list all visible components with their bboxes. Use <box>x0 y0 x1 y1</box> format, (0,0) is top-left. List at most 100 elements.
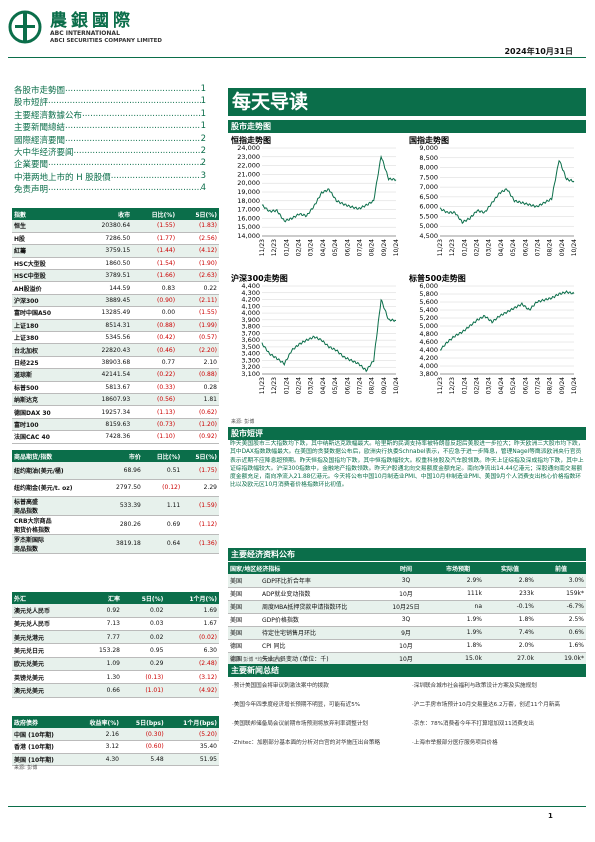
toc-item-page: 1 <box>200 84 206 94</box>
toc-item[interactable]: 大中华经济要闻.................................… <box>14 146 206 158</box>
y-tick-label: 16,000 <box>237 214 260 222</box>
table-cell: 澳元兑美元 <box>12 683 80 698</box>
toc-item-page: 1 <box>200 108 206 119</box>
table-cell: 159k* <box>536 587 586 601</box>
table-row: 上证380 5345.56 (0.42) (0.57) <box>12 331 219 345</box>
table-cell: 0.66 <box>79 683 122 698</box>
toc-item[interactable]: 各股市走勢圖..................................… <box>14 84 206 96</box>
table-cell: 18607.93 <box>78 393 133 407</box>
y-tick-label: 17,000 <box>237 206 260 214</box>
table-header: 日比(%) <box>142 450 183 462</box>
table-row: 紅籌 3759.15 (1.44) (4.12) <box>12 244 219 258</box>
news-section-header: 主要新闻总结 <box>228 664 586 677</box>
table-cell: 纽约期金(美元/t. oz) <box>12 479 102 497</box>
table-cell: 1.6% <box>536 639 586 653</box>
table-cell: (0.62) <box>177 405 219 419</box>
table-cell: 香港 (10年期) <box>12 740 74 754</box>
toc-item-page: 3 <box>200 170 206 181</box>
y-tick-label: 5,500 <box>419 212 438 220</box>
table-row: 标普高盛 商品指数 533.39 1.11 (1.59) <box>12 496 219 516</box>
table-cell: 美国 (10年期) <box>12 753 74 766</box>
table-row: 标普500 5813.67 (0.33) 0.28 <box>12 381 219 394</box>
y-tick-label: 6,000 <box>419 282 438 290</box>
table-row: 美国 待定住宅销售月环比 9月 1.9% 7.4% 0.6% <box>228 626 586 640</box>
x-tick-label: 07/24 <box>356 377 363 394</box>
table-cell: (1.36) <box>182 534 219 554</box>
table-header: 收市 <box>78 208 133 220</box>
table-cell: 1.67 <box>165 617 219 632</box>
table-cell: 欧元兑美元 <box>12 657 80 671</box>
table-cell: 3759.15 <box>78 244 133 258</box>
table-header: 5日(%) <box>121 592 166 604</box>
y-tick-label: 5,000 <box>419 222 438 230</box>
y-tick-label: 5,400 <box>419 306 438 314</box>
table-cell: 0.6% <box>536 626 586 640</box>
table-cell: 2.9% <box>432 574 484 588</box>
toc-item[interactable]: 主要經濟數據公布................................… <box>14 108 206 121</box>
toc-item[interactable]: 國際經濟要聞..................................… <box>14 133 206 146</box>
table-cell: CPI 同比 <box>260 639 380 653</box>
toc-item-page: 1 <box>200 96 206 107</box>
table-header: 1个月(%) <box>165 592 219 604</box>
table-cell: 1.8% <box>432 639 484 653</box>
table-cell: (5.20) <box>165 728 219 741</box>
table-cell: (1.10) <box>132 430 178 444</box>
table-cell: (1.99) <box>177 319 219 333</box>
x-tick-label: 12/23 <box>449 239 456 256</box>
y-tick-label: 24,000 <box>237 144 260 152</box>
table-cell: 中国 (10年期) <box>12 728 74 741</box>
table-cell: 德国DAX 30 <box>12 405 79 419</box>
table-row: 中国 (10年期) 2.16 (0.30) (5.20) <box>12 728 219 741</box>
table-cell: 美元兑日元 <box>12 643 80 658</box>
table-cell: 富时100 <box>12 418 79 432</box>
table-cell: 3789.51 <box>78 269 133 283</box>
table-cell: 0.83 <box>132 281 178 295</box>
y-tick-label: 4,500 <box>419 232 438 240</box>
table-cell: -6.7% <box>536 600 586 614</box>
x-tick-label: 11/23 <box>259 239 266 256</box>
x-tick-label: 09/24 <box>381 377 388 394</box>
table-cell: 3819.18 <box>101 534 143 554</box>
table-cell: 1.9% <box>432 613 484 627</box>
table-cell: 失业人员变动 (单位：千) <box>260 652 380 666</box>
x-tick-label: 01/24 <box>461 239 468 256</box>
x-tick-label: 04/24 <box>498 377 505 394</box>
table-row: 纽约期油(美元/桶) 68.96 0.51 (1.75) <box>12 462 219 480</box>
table-row: 富时中国A50 13285.49 0.00 (1.55) <box>12 306 219 320</box>
toc-item-label: 國際經濟要聞 <box>14 135 66 146</box>
table-cell: (2.20) <box>177 343 219 357</box>
table-cell: 0.00 <box>132 306 178 320</box>
toc-item[interactable]: 企業要聞....................................… <box>14 158 206 171</box>
toc-item[interactable]: 免责声明....................................… <box>14 183 206 196</box>
abc-logo-icon <box>8 10 42 44</box>
table-cell: 纳斯达克 <box>12 393 79 407</box>
table-header: 5日(%) <box>177 208 219 220</box>
table-cell: 10月 <box>380 639 432 653</box>
toc-item[interactable]: 股市短評....................................… <box>14 96 206 109</box>
table-cell: 1.09 <box>79 657 122 671</box>
toc-item-label: 中港两地上市的 H 股股價 <box>14 172 111 183</box>
toc-item[interactable]: 中港两地上市的 H 股股價...........................… <box>14 170 206 183</box>
table-header: 外汇 <box>12 592 80 604</box>
table-cell: 10月25日 <box>380 600 432 614</box>
table-cell: 美国 <box>228 600 260 614</box>
table-cell: (1.54) <box>132 257 178 271</box>
page-title: 每天导读 <box>232 91 309 113</box>
x-tick-label: 12/23 <box>449 377 456 394</box>
table-header: 时间 <box>380 562 432 574</box>
series-line <box>439 290 575 351</box>
toc-item[interactable]: 主要新聞總結..................................… <box>14 121 206 134</box>
x-tick-label: 05/24 <box>332 239 339 256</box>
table-cell: (1.20) <box>177 418 219 432</box>
y-tick-label: 5,200 <box>419 314 438 322</box>
news-item: ·Zhitec：加剧部分基本面的分析对白宫的对华施压出台策略 <box>232 740 381 746</box>
table-cell: 1.8% <box>484 613 536 627</box>
table-cell: 7286.50 <box>78 232 133 246</box>
table-row: 美元兑日元 153.28 0.95 6.30 <box>12 643 219 658</box>
table-cell: (3.12) <box>165 670 219 685</box>
table-cell: (1.55) <box>132 220 178 233</box>
table-cell: (2.63) <box>177 269 219 283</box>
bond-source: 来源: 彭博 <box>14 765 38 771</box>
table-cell: (0.60) <box>120 740 166 754</box>
table-cell: 美国 <box>228 626 260 640</box>
